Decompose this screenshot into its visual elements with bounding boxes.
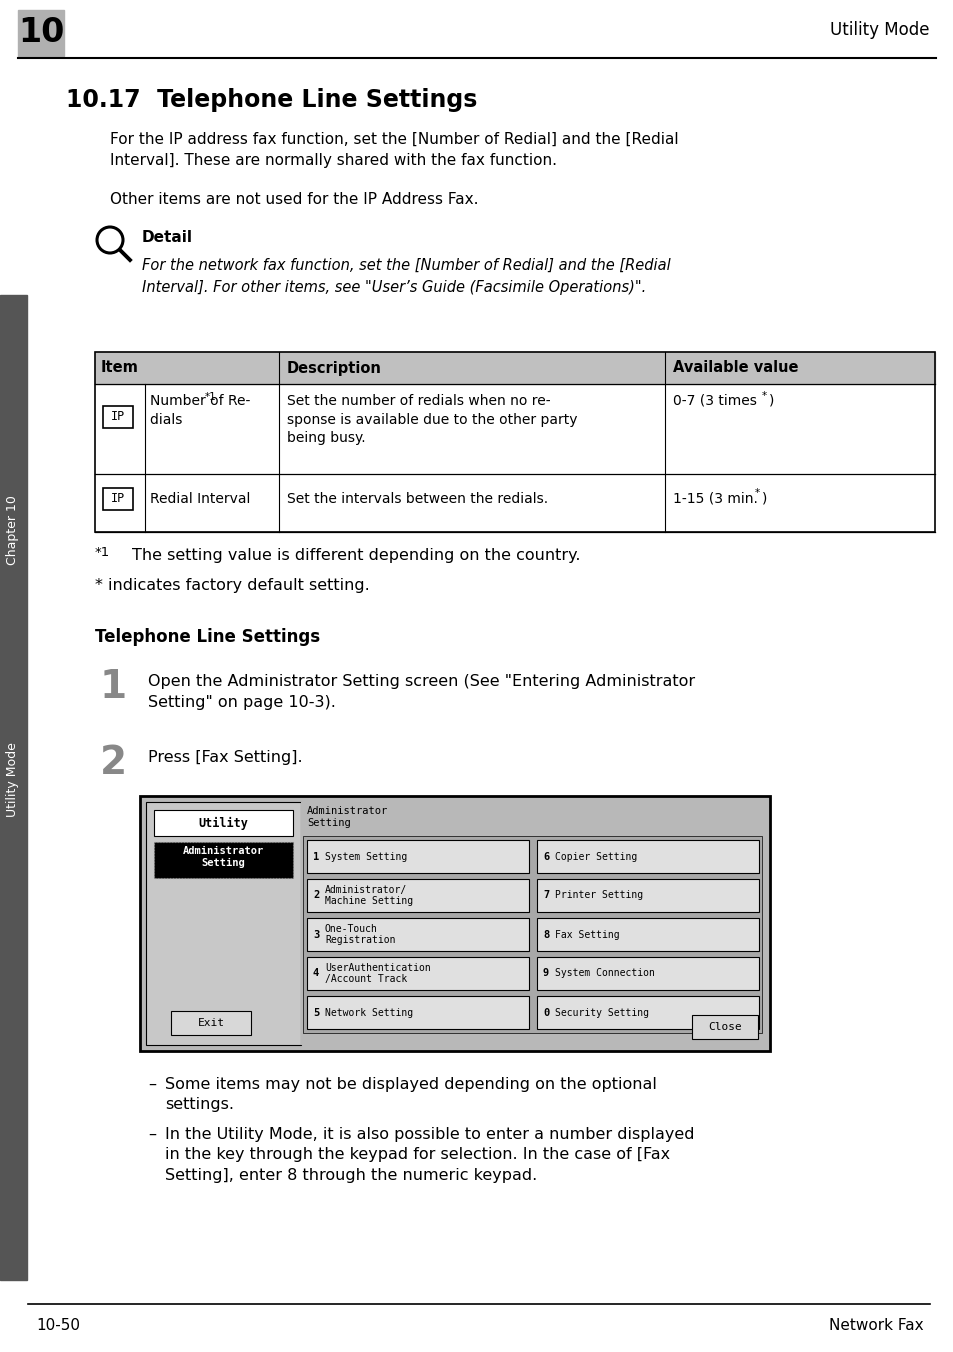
Bar [153, 810, 293, 836]
Bar [537, 840, 759, 873]
Bar [140, 796, 769, 1051]
Bar [146, 802, 301, 1045]
Text: 10-50: 10-50 [36, 1318, 80, 1333]
Text: Utility: Utility [198, 817, 248, 830]
Text: 7: 7 [542, 891, 549, 900]
Text: Some items may not be displayed depending on the optional
settings.: Some items may not be displayed dependin… [165, 1078, 657, 1113]
Text: 5: 5 [313, 1007, 319, 1018]
Text: 4: 4 [313, 968, 319, 979]
Text: Utility Mode: Utility Mode [830, 22, 929, 39]
Text: Exit: Exit [197, 1018, 224, 1028]
Text: IP: IP [111, 492, 125, 506]
Text: 8: 8 [542, 930, 549, 940]
Text: –: – [148, 1128, 156, 1142]
Bar [171, 1011, 251, 1036]
Text: Other items are not used for the IP Address Fax.: Other items are not used for the IP Addr… [110, 192, 478, 207]
Bar [95, 352, 934, 531]
Bar [537, 996, 759, 1029]
Text: Utility Mode: Utility Mode [7, 742, 19, 818]
Bar [301, 802, 763, 1045]
Text: Fax Setting: Fax Setting [555, 930, 619, 940]
Text: * indicates factory default setting.: * indicates factory default setting. [95, 579, 370, 594]
Text: ): ) [768, 393, 774, 408]
Text: –: – [148, 1078, 156, 1092]
Text: 2: 2 [313, 891, 319, 900]
Text: 2: 2 [100, 744, 127, 781]
Text: 1-15 (3 min.: 1-15 (3 min. [672, 492, 757, 506]
Bar [537, 918, 759, 950]
Text: The setting value is different depending on the country.: The setting value is different depending… [132, 548, 579, 562]
Text: 3: 3 [313, 930, 319, 940]
Text: 0-7 (3 times: 0-7 (3 times [672, 393, 756, 408]
Text: Description: Description [287, 361, 381, 376]
Bar [0, 295, 27, 1280]
Text: Number of Re-
dials: Number of Re- dials [150, 393, 250, 427]
Text: 10: 10 [18, 16, 64, 50]
Bar [307, 840, 529, 873]
Bar [153, 842, 293, 877]
Bar [103, 406, 132, 429]
Bar [18, 9, 64, 55]
Text: Press [Fax Setting].: Press [Fax Setting]. [148, 750, 302, 765]
Text: ): ) [761, 492, 766, 506]
Text: Detail: Detail [142, 230, 193, 246]
Text: *1: *1 [205, 392, 216, 402]
Bar [537, 957, 759, 990]
Bar [303, 836, 761, 1033]
Text: Copier Setting: Copier Setting [555, 852, 637, 861]
Text: Printer Setting: Printer Setting [555, 891, 642, 900]
Text: Telephone Line Settings: Telephone Line Settings [95, 627, 320, 646]
Bar [307, 957, 529, 990]
Bar [307, 996, 529, 1029]
Text: 9: 9 [542, 968, 549, 979]
Text: Administrator
Setting: Administrator Setting [307, 806, 388, 829]
Text: *: * [754, 488, 760, 498]
Bar [691, 1015, 758, 1038]
Text: Network Setting: Network Setting [325, 1007, 413, 1018]
Text: One-Touch
Registration: One-Touch Registration [325, 923, 395, 945]
Text: *: * [761, 391, 766, 402]
Text: Redial Interval: Redial Interval [150, 492, 250, 506]
Text: For the network fax function, set the [Number of Redial] and the [Redial
Interva: For the network fax function, set the [N… [142, 258, 670, 295]
Text: 10.17  Telephone Line Settings: 10.17 Telephone Line Settings [66, 88, 476, 112]
Bar [537, 879, 759, 913]
Text: Item: Item [101, 361, 139, 376]
Text: Available value: Available value [672, 361, 798, 376]
Text: 6: 6 [542, 852, 549, 861]
Text: System Connection: System Connection [555, 968, 654, 979]
Text: System Setting: System Setting [325, 852, 407, 861]
Text: Open the Administrator Setting screen (See "Entering Administrator
Setting" on p: Open the Administrator Setting screen (S… [148, 675, 695, 710]
Text: IP: IP [111, 411, 125, 423]
Text: UserAuthentication
/Account Track: UserAuthentication /Account Track [325, 963, 431, 984]
Bar [103, 488, 132, 510]
Bar [146, 802, 763, 1045]
Text: 0: 0 [542, 1007, 549, 1018]
Text: *1: *1 [95, 546, 111, 558]
Text: Set the intervals between the redials.: Set the intervals between the redials. [287, 492, 548, 506]
Bar [95, 352, 934, 384]
Text: 1: 1 [313, 852, 319, 861]
Text: Administrator
Setting: Administrator Setting [183, 846, 264, 868]
Text: Administrator/
Machine Setting: Administrator/ Machine Setting [325, 884, 413, 906]
Text: Security Setting: Security Setting [555, 1007, 648, 1018]
Bar [307, 918, 529, 950]
Text: 1: 1 [100, 668, 127, 706]
Text: Network Fax: Network Fax [828, 1318, 923, 1333]
Text: In the Utility Mode, it is also possible to enter a number displayed
in the key : In the Utility Mode, it is also possible… [165, 1128, 694, 1183]
Text: Close: Close [707, 1022, 741, 1032]
Text: Chapter 10: Chapter 10 [7, 495, 19, 565]
Text: Set the number of redials when no re-
sponse is available due to the other party: Set the number of redials when no re- sp… [287, 393, 577, 445]
Bar [307, 879, 529, 913]
Text: For the IP address fax function, set the [Number of Redial] and the [Redial
Inte: For the IP address fax function, set the… [110, 132, 678, 168]
